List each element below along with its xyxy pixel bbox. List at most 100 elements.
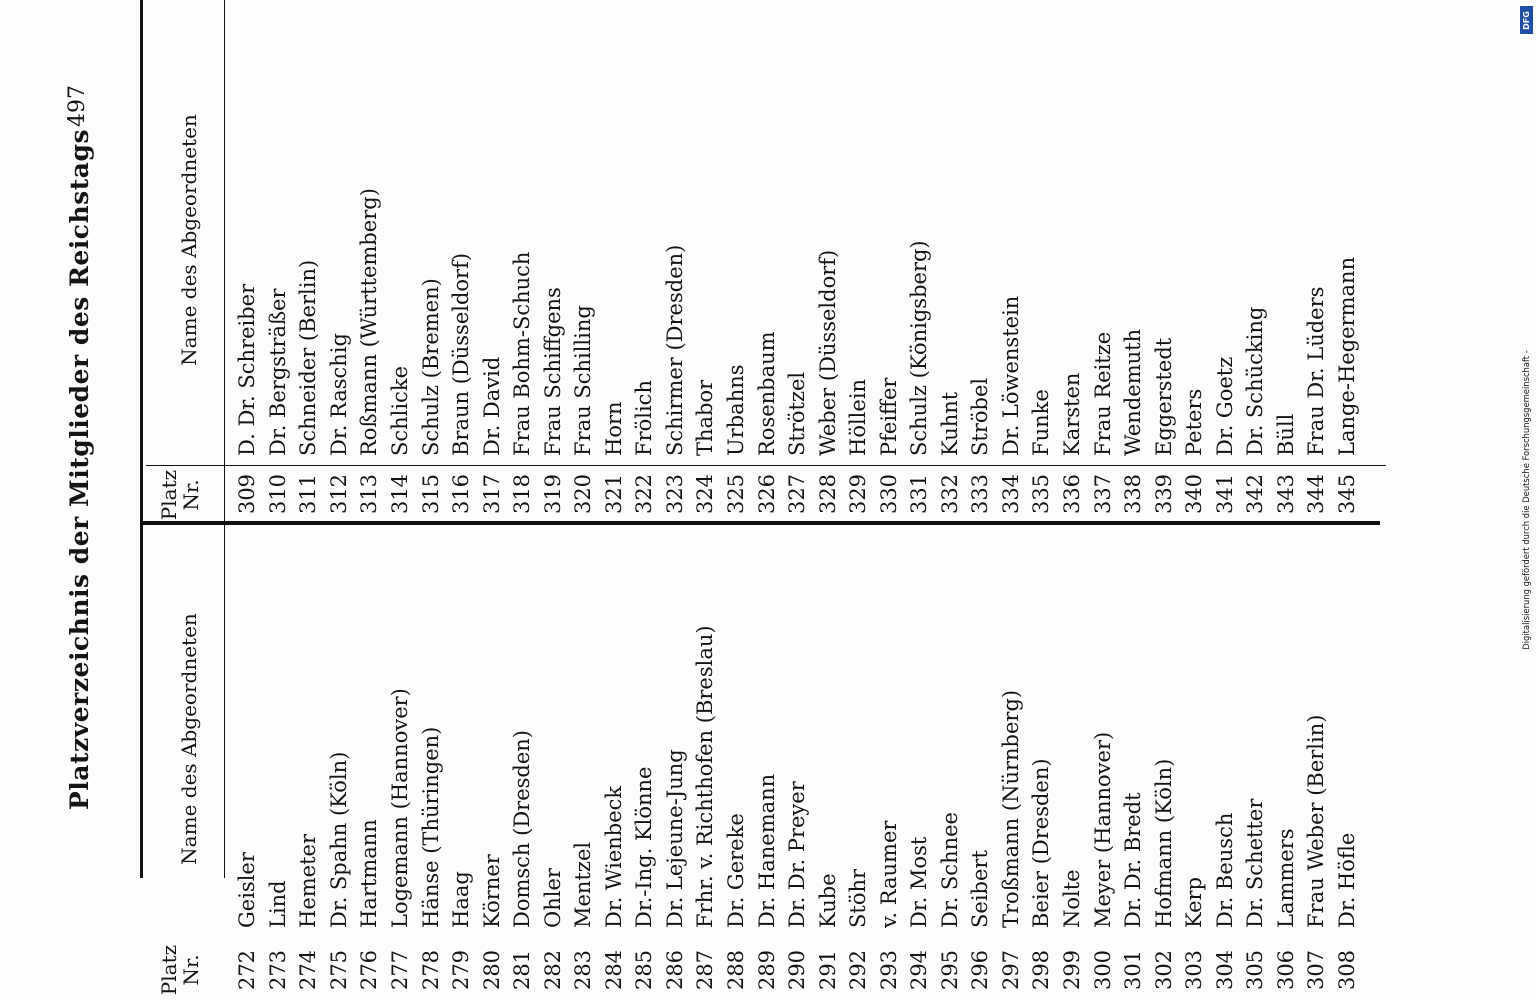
header-name-right: Name des Abgeordneten bbox=[177, 114, 201, 366]
seat-number: 298 bbox=[1029, 949, 1054, 991]
member-name: Domsch (Dresden) bbox=[510, 730, 535, 928]
member-name: Schneider (Berlin) bbox=[296, 259, 321, 456]
seat-number: 331 bbox=[907, 473, 932, 515]
seat-number: 327 bbox=[785, 473, 810, 515]
seat-number: 283 bbox=[571, 949, 596, 991]
seat-number: 342 bbox=[1243, 473, 1268, 515]
seat-number: 289 bbox=[754, 949, 779, 991]
seat-number: 332 bbox=[937, 473, 962, 515]
seat-number: 297 bbox=[998, 949, 1023, 991]
seat-number: 286 bbox=[662, 949, 687, 991]
member-name: Logemann (Hannover) bbox=[388, 688, 412, 928]
seat-number: 326 bbox=[754, 473, 779, 515]
seat-number: 343 bbox=[1273, 473, 1298, 515]
member-name: Dr. Gereke bbox=[724, 813, 749, 928]
header-name-left: Name des Abgeordneten bbox=[177, 613, 201, 865]
member-name: Nolte bbox=[1060, 869, 1085, 928]
member-name: Hänse (Thüringen) bbox=[418, 726, 443, 928]
seat-number: 284 bbox=[601, 949, 626, 991]
seat-number: 313 bbox=[357, 473, 382, 515]
left-number-column: 272 273 274 275 276 277 278 279 280 281 282 283 284 2… bbox=[232, 940, 1362, 1000]
seat-number: 302 bbox=[1151, 949, 1176, 991]
seat-number: 340 bbox=[1182, 473, 1207, 515]
header-platz-label: Platz bbox=[157, 469, 181, 521]
member-name: Strötzel bbox=[785, 371, 810, 456]
member-name: Dr. David bbox=[479, 356, 504, 456]
seat-number: 322 bbox=[632, 473, 657, 515]
seat-number: 274 bbox=[296, 949, 321, 991]
member-name: Horn bbox=[601, 401, 626, 456]
member-name: Ströbel bbox=[968, 377, 993, 456]
seat-number: 290 bbox=[785, 949, 810, 991]
seat-number: 276 bbox=[357, 949, 382, 991]
member-name: Hemeter bbox=[296, 834, 321, 928]
seat-number: 280 bbox=[479, 949, 504, 991]
member-name: Seibert bbox=[968, 850, 993, 928]
page-number: 497 bbox=[65, 85, 90, 127]
member-name: Meyer (Hannover) bbox=[1090, 731, 1115, 928]
digitization-note: Digitalisierung gefördert durch die Deut… bbox=[1521, 350, 1531, 650]
seat-number: 325 bbox=[724, 473, 749, 515]
seat-number: 338 bbox=[1121, 473, 1146, 515]
member-name: Frau Dr. Lüders bbox=[1304, 286, 1329, 456]
member-name: Kube bbox=[815, 873, 840, 928]
seat-number: 305 bbox=[1243, 949, 1268, 991]
seat-number: 273 bbox=[265, 949, 290, 991]
seat-number: 323 bbox=[662, 473, 687, 515]
member-name: Dr. Wienbeck bbox=[601, 785, 626, 928]
header-platz-label: Platz bbox=[157, 944, 181, 996]
member-name: Schirmer (Dresden) bbox=[662, 244, 687, 456]
member-name: Körner bbox=[479, 854, 504, 928]
member-name: Dr. Bergsträßer bbox=[265, 288, 290, 456]
member-name: Kerp bbox=[1182, 876, 1207, 928]
dfg-logo: DFG bbox=[1520, 6, 1533, 34]
seat-number: 319 bbox=[540, 473, 565, 515]
seat-number: 336 bbox=[1060, 473, 1085, 515]
seat-number: 335 bbox=[1029, 473, 1054, 515]
member-name: Dr. Lejeune-Jung bbox=[662, 749, 687, 928]
seat-number: 277 bbox=[388, 949, 412, 991]
member-name: Dr. Dr. Bredt bbox=[1121, 792, 1146, 928]
member-name: Frau Bohm-Schuch bbox=[510, 251, 535, 456]
seat-number: 272 bbox=[235, 949, 260, 991]
seat-number: 306 bbox=[1273, 949, 1298, 991]
member-name: Frau Schiffgens bbox=[540, 287, 565, 456]
member-name: Lange-Hegermann bbox=[1334, 256, 1359, 456]
member-name: Stöhr bbox=[846, 868, 871, 928]
seat-number: 309 bbox=[235, 473, 260, 515]
seat-number: 304 bbox=[1212, 949, 1237, 991]
member-name: Frau Schilling bbox=[571, 305, 596, 456]
header-rule bbox=[224, 0, 225, 878]
seat-number: 281 bbox=[510, 949, 535, 991]
seat-number: 287 bbox=[693, 949, 718, 991]
member-name: Schulz (Königsberg) bbox=[907, 240, 932, 456]
member-name: Geisler bbox=[235, 852, 260, 928]
member-name: Rosenbaum bbox=[754, 331, 779, 456]
seat-number: 318 bbox=[510, 473, 535, 515]
seat-number: 315 bbox=[418, 473, 443, 515]
member-name: Dr. Most bbox=[907, 836, 932, 928]
member-name: Dr. Höfle bbox=[1334, 832, 1359, 928]
seat-number: 314 bbox=[388, 473, 412, 515]
member-name: Karsten bbox=[1060, 372, 1085, 456]
member-name: Dr. Raschig bbox=[326, 333, 351, 456]
header-nr-label: Nr. bbox=[179, 954, 203, 986]
seat-number: 344 bbox=[1304, 473, 1329, 515]
member-name: Dr. Schücking bbox=[1243, 306, 1268, 456]
member-name: Urbahns bbox=[724, 364, 749, 456]
member-name: Troßmann (Nürnberg) bbox=[998, 689, 1023, 928]
seat-number: 341 bbox=[1212, 473, 1237, 515]
seat-number: 310 bbox=[265, 473, 290, 515]
member-name: Ohler bbox=[540, 868, 565, 928]
member-name: Höllein bbox=[846, 378, 871, 456]
seat-number: 279 bbox=[449, 949, 474, 991]
member-name: Frhr. v. Richthofen (Breslau) bbox=[693, 625, 718, 928]
left-name-column: Geisler Lind Hemeter Dr. Spahn (Köln) Hartma… bbox=[232, 533, 1362, 928]
seat-number: 291 bbox=[815, 949, 840, 991]
header-nr-label: Nr. bbox=[179, 479, 203, 511]
seat-number: 296 bbox=[968, 949, 993, 991]
document-page: Platzverzeichnis der Mitglieder des Reic… bbox=[65, 0, 1386, 996]
seat-number: 292 bbox=[846, 949, 871, 991]
member-name: Hofmann (Köln) bbox=[1151, 758, 1176, 928]
member-name: Frau Reitze bbox=[1090, 331, 1115, 456]
